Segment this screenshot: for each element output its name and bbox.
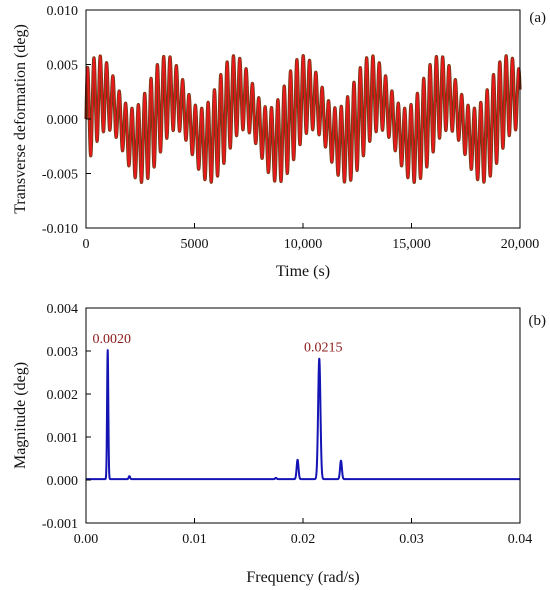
panel-b-plot-frame	[85, 307, 521, 524]
panel-b-x-tick-label: 0.01	[182, 532, 207, 547]
panel-a-x-axis: 0 5000 10,000 15,000 20,000	[83, 223, 540, 252]
panel-b-y-tick-label: 0.003	[47, 345, 79, 360]
panel-a-y-axis: -0.010 -0.005 0.000 0.005 0.010	[42, 4, 91, 237]
panel-b-y-tick-label: -0.001	[42, 517, 78, 532]
panel-b-spectrum: 0.00 0.01 0.02 0.03 0.04 -0.001 0.000 0.001 0.0…	[12, 302, 546, 586]
panel-b-x-tick-label: 0.02	[291, 532, 316, 547]
panel-b-peak-label: 0.0215	[304, 341, 343, 356]
panel-a-y-tick-label: 0.005	[47, 59, 79, 74]
panel-b-y-axis-title: Magnitude (deg)	[12, 362, 29, 469]
panel-b-y-tick-label: 0.001	[47, 431, 79, 446]
panel-a-x-tick-label: 20,000	[501, 237, 540, 252]
panel-a-y-tick-label: -0.005	[42, 168, 78, 183]
panel-b-y-tick-label: 0.002	[47, 388, 79, 403]
panel-a-y-axis-title: Transverse deformation (deg)	[12, 24, 29, 214]
panel-b-label: (b)	[529, 313, 547, 329]
panel-a-y-tick-label: -0.010	[42, 222, 78, 237]
panel-a-x-tick-label: 0	[83, 237, 90, 252]
panel-a-y-tick-label: 0.010	[47, 4, 79, 19]
panel-a-plot-area	[84, 54, 522, 184]
panel-b-y-tick-label: 0.000	[47, 474, 79, 489]
panel-b-x-tick-label: 0.00	[74, 532, 99, 547]
panel-a-series-line	[85, 54, 521, 184]
panel-b-series-line	[85, 349, 521, 481]
panel-a-time-series: 0 5000 10,000 15,000 20,000 -0.010 -0.005 0.00…	[12, 4, 546, 280]
panel-a-y-tick-label: 0.000	[47, 113, 79, 128]
panel-b-x-tick-label: 0.04	[508, 532, 533, 547]
panel-b-x-axis-title: Frequency (rad/s)	[246, 569, 359, 586]
panel-b-y-axis: -0.001 0.000 0.001 0.002 0.003 0.004	[42, 302, 91, 532]
panel-b-x-axis: 0.00 0.01 0.02 0.03 0.04	[74, 518, 533, 547]
panel-a-x-tick-label: 15,000	[392, 237, 431, 252]
panel-a-x-axis-title: Time (s)	[276, 263, 330, 280]
panel-a-x-tick-label: 5000	[181, 237, 209, 252]
panel-b-peak-annotations: 0.0020 0.0215	[92, 332, 342, 356]
panel-a-x-tick-label: 10,000	[284, 237, 323, 252]
panel-b-x-tick-label: 0.03	[399, 532, 424, 547]
panel-b-y-tick-label: 0.004	[47, 302, 79, 317]
panel-b-peak-label: 0.0020	[92, 332, 131, 347]
panel-a-label: (a)	[529, 10, 546, 26]
panel-b-plot-area	[85, 349, 521, 481]
